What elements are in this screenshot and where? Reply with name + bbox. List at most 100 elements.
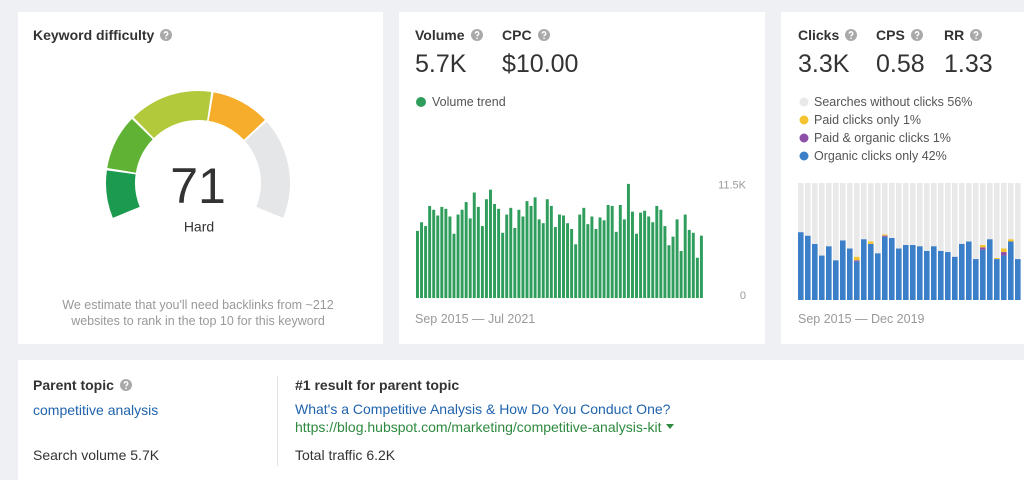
bar	[440, 206, 444, 298]
metric-label: Volume	[415, 27, 483, 43]
bar-segment	[973, 183, 979, 260]
bar-segment	[840, 240, 846, 300]
bar	[651, 222, 655, 298]
parent-card	[18, 360, 1024, 480]
bar	[501, 232, 505, 298]
bar-segment	[847, 183, 853, 249]
bar-segment	[875, 253, 881, 300]
bar	[630, 211, 634, 298]
bar	[436, 215, 440, 298]
bar-segment	[854, 261, 860, 300]
bar-segment	[924, 250, 930, 300]
score: 71	[170, 158, 226, 214]
bar-segment	[854, 256, 860, 261]
result-url: https://blog.hubspot.com/marketing/compe…	[295, 419, 674, 435]
bar	[695, 257, 699, 298]
gauge-segment	[208, 92, 265, 140]
bar	[582, 207, 586, 298]
bar	[472, 192, 476, 298]
bar	[574, 244, 578, 298]
bar-segment	[1015, 259, 1021, 300]
bar	[517, 209, 521, 298]
bar-segment	[805, 235, 811, 300]
legend-marker	[799, 115, 809, 125]
bar	[687, 229, 691, 298]
header: Parent topic	[33, 377, 132, 393]
keyword-link[interactable]: competitive analysis	[33, 402, 159, 418]
bar	[424, 226, 428, 298]
bar-segment	[952, 183, 958, 257]
bar-segment	[889, 183, 895, 238]
legend-share: 56%	[947, 95, 973, 109]
bar-segment	[994, 183, 1000, 258]
gauge-track	[244, 121, 290, 218]
bar-segment	[868, 183, 874, 242]
metric-value: 3.3K	[798, 50, 850, 78]
bar	[432, 209, 436, 298]
metric-value: $10.00	[502, 50, 579, 78]
bar-segment	[861, 183, 867, 240]
legend-share: 1%	[932, 131, 951, 145]
legend-marker	[799, 151, 809, 161]
bar-segment	[826, 183, 832, 247]
legend-marker	[799, 97, 809, 107]
bar-segment	[847, 248, 853, 300]
bar	[480, 226, 484, 298]
bar-segment	[910, 183, 916, 246]
gauge-segment	[107, 119, 153, 173]
legend-marker	[416, 97, 426, 107]
bar	[663, 226, 667, 298]
bar-segment	[980, 247, 986, 250]
bar	[602, 220, 606, 298]
bar	[521, 216, 525, 298]
bar-segment	[980, 249, 986, 300]
dropdown-arrow[interactable]	[665, 424, 674, 430]
bar-segment	[910, 245, 916, 300]
bar-segment	[861, 239, 867, 300]
bar-segment	[875, 183, 881, 254]
bar-segment	[889, 237, 895, 300]
bar-segment	[938, 183, 944, 251]
gauge-segment	[106, 170, 140, 218]
bar	[594, 228, 598, 298]
url[interactable]: https://blog.hubspot.com/marketing/compe…	[295, 419, 662, 435]
bar-segment	[798, 183, 804, 233]
bar-segment	[896, 183, 902, 249]
legend-label: Searches without clicks	[814, 95, 944, 109]
label: Volume	[415, 27, 465, 43]
bar	[444, 208, 448, 298]
bar	[622, 219, 626, 298]
metric-label: CPS	[876, 27, 923, 43]
bar-segment	[938, 250, 944, 300]
result-link[interactable]: What's a Competitive Analysis & How Do Y…	[295, 401, 671, 417]
bar-segment	[896, 248, 902, 300]
bar-segment	[1008, 183, 1014, 240]
bar-segment	[994, 259, 1000, 300]
legend-label: Organic clicks only	[814, 149, 919, 163]
bar-segment	[924, 183, 930, 251]
bar	[505, 214, 509, 298]
legend-item: Organic clicks only 42%	[814, 149, 947, 163]
bar-segment	[805, 183, 811, 236]
bar-segment	[917, 183, 923, 247]
bar	[570, 228, 574, 298]
bar-segment	[931, 183, 937, 247]
bar-segment	[868, 241, 874, 244]
bar-segment	[945, 183, 951, 253]
bar-segment	[1008, 239, 1014, 242]
bar	[683, 214, 687, 298]
bar	[452, 233, 456, 298]
divider	[277, 376, 278, 466]
bar-segment	[987, 239, 993, 300]
legend-share: 1%	[902, 113, 922, 127]
bar-segment	[952, 256, 958, 300]
bar	[647, 216, 651, 298]
bar-segment	[931, 246, 937, 300]
bar-segment	[826, 246, 832, 300]
bar-segment	[819, 183, 825, 256]
bar	[448, 216, 452, 298]
bar	[578, 214, 582, 298]
bar	[679, 251, 683, 298]
metric-label: Clicks	[798, 27, 857, 43]
bar-segment	[833, 183, 839, 261]
